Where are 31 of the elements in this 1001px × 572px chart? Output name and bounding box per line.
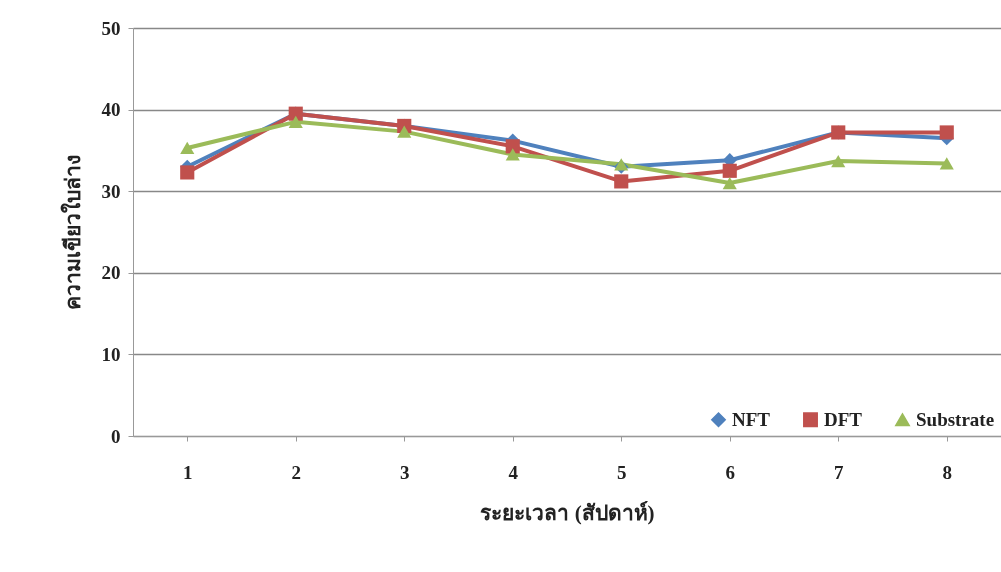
x-tick-label: 8 xyxy=(942,461,952,483)
point xyxy=(831,154,846,168)
point xyxy=(180,165,195,180)
point xyxy=(939,157,954,170)
x-tick-label: 7 xyxy=(834,461,844,483)
point xyxy=(939,125,954,140)
y-tick-label: 10 xyxy=(101,343,121,365)
point xyxy=(505,139,520,154)
y-tick-label: 40 xyxy=(101,99,121,121)
legend-label: DFT xyxy=(824,408,863,430)
point xyxy=(505,148,520,161)
y-tick-label: 50 xyxy=(101,17,121,39)
point xyxy=(722,176,737,190)
x-tick-label: 1 xyxy=(183,461,193,483)
x-tick-label: 4 xyxy=(508,461,519,483)
y-axis-title: ความเขียวใบล่าง xyxy=(59,155,85,310)
x-tick-label: 3 xyxy=(400,461,410,483)
x-tick-label: 2 xyxy=(291,461,301,483)
x-tick-label: 6 xyxy=(725,461,735,483)
point xyxy=(722,163,737,178)
legend-label: Substrate xyxy=(916,408,995,430)
legend-label: NFT xyxy=(732,408,771,430)
point xyxy=(614,174,629,189)
y-tick-label: 30 xyxy=(101,180,121,202)
point xyxy=(397,125,412,138)
point xyxy=(180,141,195,155)
y-tick-label: 20 xyxy=(101,262,121,284)
y-tick-label: 0 xyxy=(111,425,121,447)
point xyxy=(288,115,303,128)
x-tick-label: 5 xyxy=(617,461,627,483)
x-axis-title: ระยะเวลา (สัปดาห์) xyxy=(480,500,655,525)
